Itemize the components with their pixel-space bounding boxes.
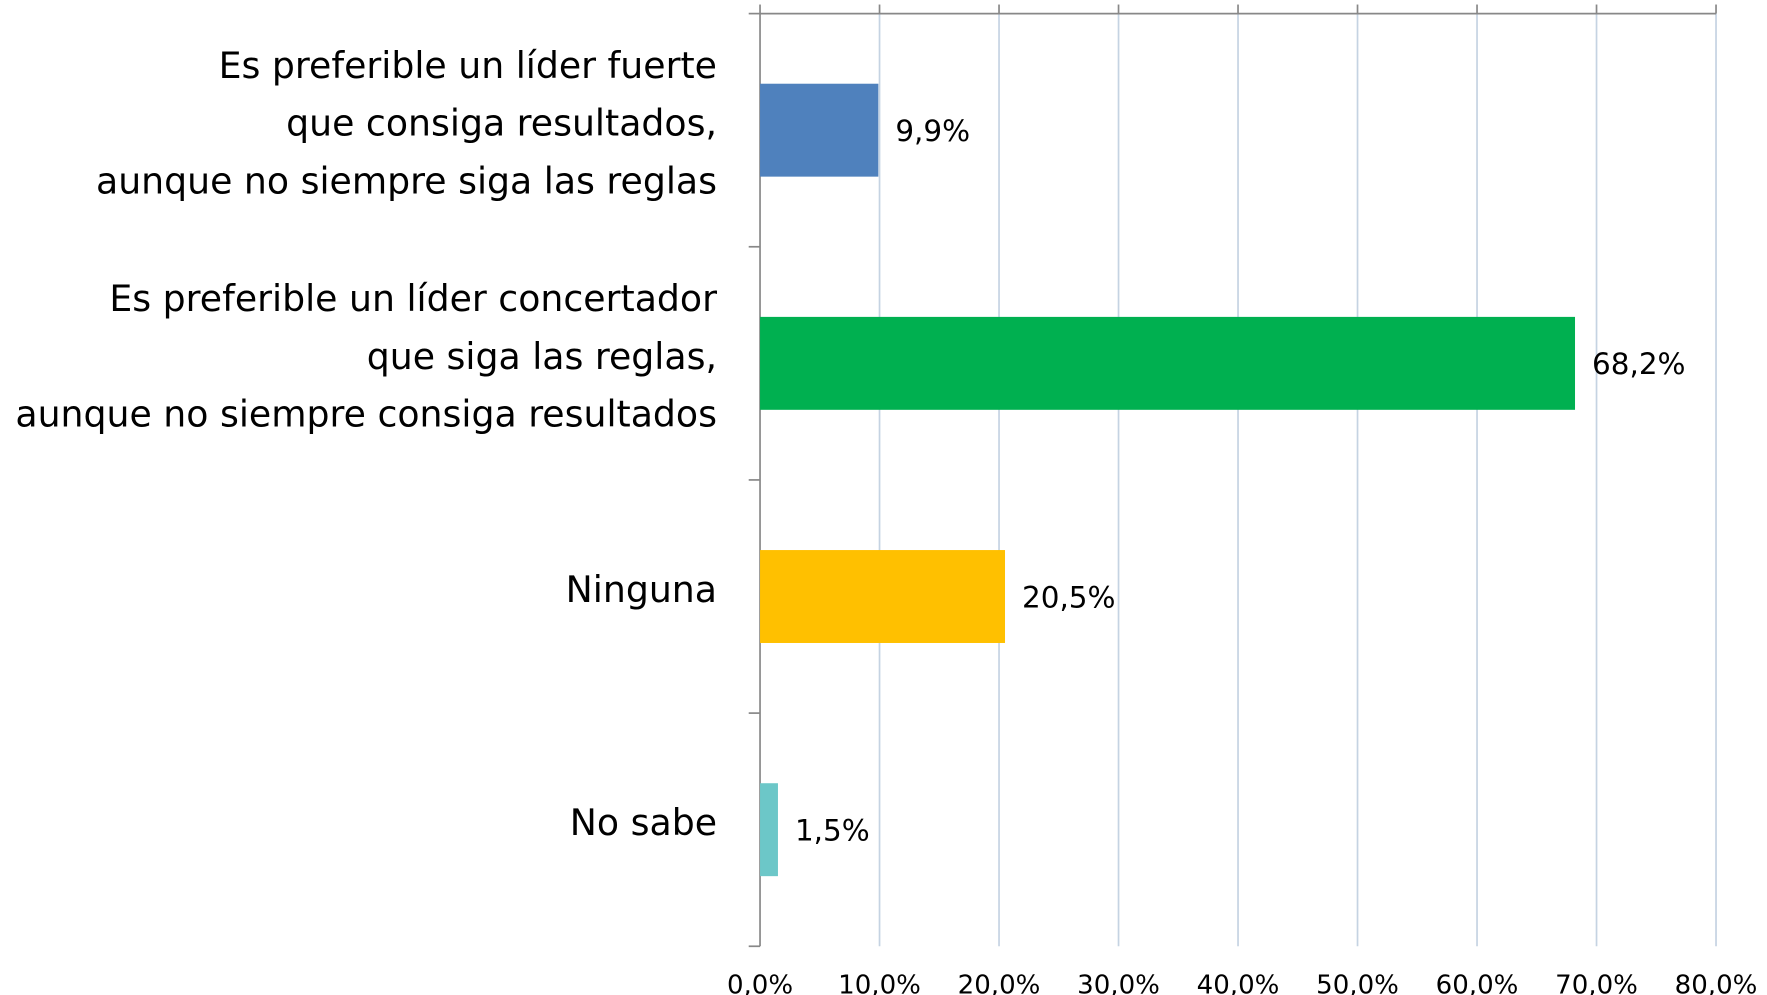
- bar: [760, 83, 879, 177]
- value-label: 9,9%: [895, 114, 970, 148]
- category-label: Es preferible un líder concertador: [109, 277, 717, 320]
- value-label: 1,5%: [795, 813, 870, 847]
- x-tick-label: 50,0%: [1316, 970, 1399, 995]
- category-label: que siga las reglas,: [367, 335, 717, 378]
- category-label: aunque no siempre siga las reglas: [96, 159, 717, 202]
- x-tick-label: 80,0%: [1675, 970, 1758, 995]
- x-tick-label: 70,0%: [1555, 970, 1638, 995]
- x-tick-label: 20,0%: [958, 970, 1041, 995]
- x-tick-label: 30,0%: [1077, 970, 1160, 995]
- x-tick-label: 10,0%: [838, 970, 921, 995]
- bar: [760, 783, 778, 877]
- x-tick-label: 40,0%: [1197, 970, 1280, 995]
- category-label: que consiga resultados,: [286, 102, 717, 145]
- category-label: Ninguna: [566, 568, 717, 611]
- category-label: aunque no siempre consiga resultados: [15, 393, 717, 436]
- x-tick-label: 60,0%: [1436, 970, 1519, 995]
- x-tick-label: 0,0%: [727, 970, 793, 995]
- category-label: Es preferible un líder fuerte: [219, 44, 717, 87]
- bar: [760, 316, 1576, 410]
- value-label: 68,2%: [1592, 347, 1686, 381]
- bar: [760, 550, 1006, 643]
- category-label: No sabe: [570, 801, 717, 844]
- value-label: 20,5%: [1022, 580, 1116, 614]
